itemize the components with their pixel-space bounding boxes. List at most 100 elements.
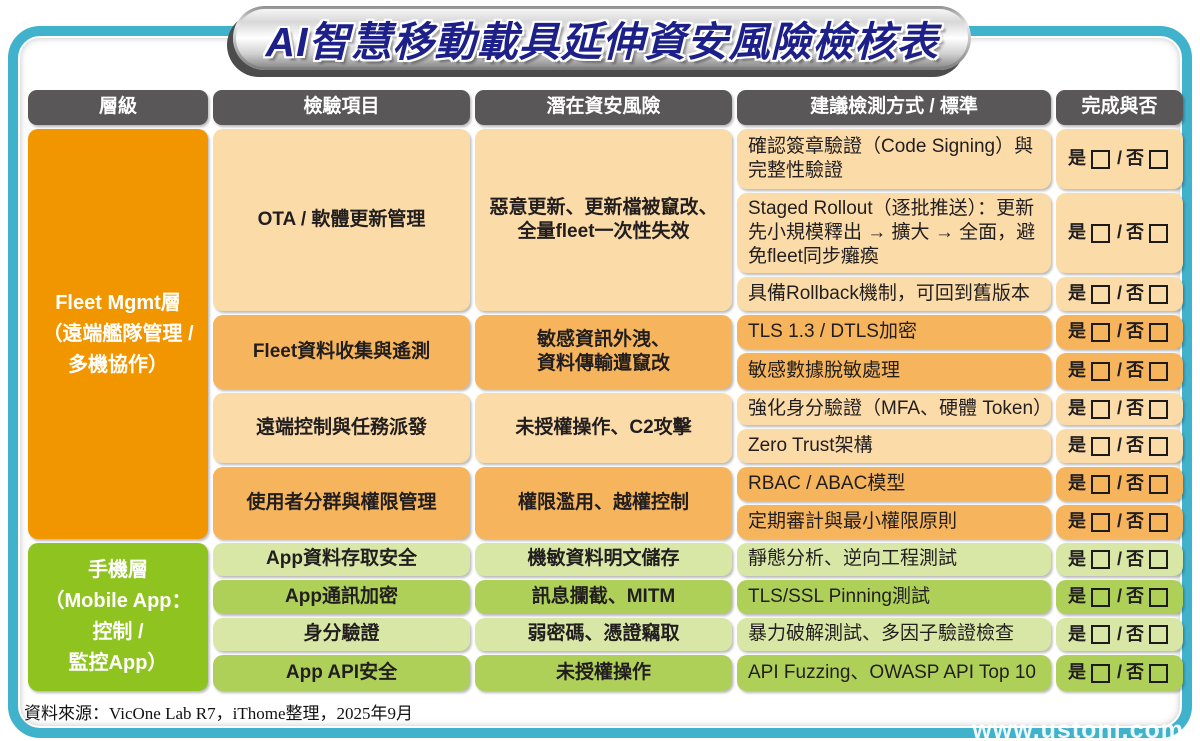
no-label: 否 [1126, 398, 1144, 419]
method-audit-least-privilege: 定期審計與最小權限原則 [737, 505, 1051, 539]
done-cell: 是 / 否 [1056, 129, 1183, 189]
separator: / [1116, 360, 1122, 381]
separator: / [1116, 662, 1122, 683]
no-checkbox[interactable] [1149, 663, 1168, 683]
done-cell: 是 / 否 [1056, 580, 1183, 614]
yes-label: 是 [1067, 473, 1086, 494]
item-identity-verification: 身分驗證 [213, 618, 470, 651]
col-header-risk: 潛在資安風險 [475, 90, 732, 125]
no-checkbox[interactable] [1149, 436, 1168, 456]
no-label: 否 [1126, 511, 1144, 532]
done-cell: 是 / 否 [1056, 393, 1183, 425]
risk-mitm: 訊息攔截、MITM [475, 580, 732, 614]
yes-label: 是 [1067, 398, 1086, 419]
page-title: AI智慧移動載具延伸資安風險檢核表 [265, 19, 939, 65]
done-cell: 是 / 否 [1056, 467, 1183, 501]
separator: / [1116, 548, 1122, 569]
no-label: 否 [1126, 283, 1144, 304]
yes-checkbox[interactable] [1090, 550, 1110, 569]
yes-checkbox[interactable] [1090, 663, 1110, 683]
watermark: www.ustoni.com [972, 716, 1184, 741]
done-cell: 是 / 否 [1056, 543, 1183, 576]
yes-label: 是 [1067, 435, 1086, 456]
yes-checkbox[interactable] [1090, 587, 1110, 607]
method-code-signing: 確認簽章驗證（Code Signing）與完整性驗證 [737, 129, 1051, 189]
item-app-data-access: App資料存取安全 [213, 543, 470, 576]
method-brute-force-test: 暴力破解測試、多因子驗證檢查 [737, 618, 1051, 651]
no-checkbox[interactable] [1149, 587, 1168, 607]
no-checkbox[interactable] [1149, 149, 1168, 169]
risk-plaintext-storage: 機敏資料明文儲存 [475, 543, 732, 576]
yes-checkbox[interactable] [1090, 322, 1110, 342]
no-checkbox[interactable] [1149, 322, 1168, 342]
yes-checkbox[interactable] [1090, 399, 1110, 419]
risk-unauthorized-c2: 未授權操作、C2攻擊 [475, 393, 732, 463]
no-checkbox[interactable] [1149, 550, 1168, 569]
done-cell: 是 / 否 [1056, 315, 1183, 349]
separator: / [1116, 283, 1122, 304]
checklist-table: 層級 檢驗項目 潛在資安風險 建議檢測方式 / 標準 完成與否 Fleet Mg… [28, 90, 1183, 691]
no-label: 否 [1126, 548, 1144, 569]
risk-malicious-update: 惡意更新、更新檔被竄改、 全量fleet一次性失效 [475, 129, 732, 311]
yes-checkbox[interactable] [1090, 223, 1110, 243]
yes-checkbox[interactable] [1090, 284, 1110, 304]
separator: / [1116, 222, 1122, 243]
title-banner-inner: AI智慧移動載具延伸資安風險檢核表 [236, 9, 968, 67]
separator: / [1116, 435, 1122, 456]
item-app-comm-encryption: App通訊加密 [213, 580, 470, 614]
method-api-fuzzing: API Fuzzing、OWASP API Top 10 [737, 655, 1051, 691]
risk-privilege-abuse: 權限濫用、越權控制 [475, 467, 732, 539]
item-ota-update: OTA / 軟體更新管理 [213, 129, 470, 311]
method-mfa-token: 強化身分驗證（MFA、硬體 Token） [737, 393, 1052, 425]
yes-label: 是 [1067, 222, 1086, 243]
yes-checkbox[interactable] [1090, 474, 1110, 494]
no-checkbox[interactable] [1149, 361, 1168, 381]
no-checkbox[interactable] [1149, 399, 1168, 419]
method-data-masking: 敏感數據脫敏處理 [737, 353, 1051, 389]
no-label: 否 [1126, 148, 1144, 169]
risk-weak-password: 弱密碼、憑證竊取 [475, 618, 732, 651]
no-checkbox[interactable] [1149, 512, 1168, 532]
no-checkbox[interactable] [1149, 223, 1168, 243]
source-note: 資料來源：VicOne Lab R7，iThome整理，2025年9月 [24, 704, 413, 723]
col-header-method: 建議檢測方式 / 標準 [737, 90, 1051, 125]
yes-checkbox[interactable] [1090, 436, 1110, 456]
done-cell: 是 / 否 [1056, 277, 1183, 311]
separator: / [1116, 511, 1122, 532]
no-label: 否 [1126, 586, 1144, 607]
no-label: 否 [1126, 623, 1144, 644]
yes-checkbox[interactable] [1090, 149, 1110, 169]
yes-checkbox[interactable] [1090, 625, 1110, 644]
method-rbac-abac: RBAC / ABAC模型 [737, 467, 1051, 501]
no-checkbox[interactable] [1149, 284, 1168, 304]
method-staged-rollout: Staged Rollout（逐批推送）：更新先小規模釋出 → 擴大 → 全面，… [737, 193, 1051, 273]
done-cell: 是 / 否 [1056, 193, 1183, 273]
no-checkbox[interactable] [1149, 625, 1168, 644]
title-banner: AI智慧移動載具延伸資安風險檢核表 [233, 6, 971, 70]
separator: / [1116, 623, 1122, 644]
done-cell: 是 / 否 [1056, 429, 1183, 463]
separator: / [1116, 148, 1122, 169]
separator: / [1116, 321, 1122, 342]
item-user-permission: 使用者分群與權限管理 [213, 467, 470, 539]
yes-checkbox[interactable] [1090, 361, 1110, 381]
risk-unauthorized-op: 未授權操作 [475, 655, 732, 691]
yes-checkbox[interactable] [1090, 512, 1110, 532]
method-static-analysis: 靜態分析、逆向工程測試 [737, 543, 1051, 576]
done-cell: 是 / 否 [1056, 618, 1183, 651]
method-ssl-pinning: TLS/SSL Pinning測試 [737, 580, 1051, 614]
yes-label: 是 [1067, 586, 1086, 607]
col-header-item: 檢驗項目 [213, 90, 470, 125]
yes-label: 是 [1067, 548, 1086, 569]
separator: / [1116, 586, 1122, 607]
yes-label: 是 [1067, 623, 1086, 644]
method-tls-dtls: TLS 1.3 / DTLS加密 [737, 315, 1051, 349]
no-label: 否 [1126, 222, 1144, 243]
done-cell: 是 / 否 [1056, 353, 1183, 389]
no-label: 否 [1126, 360, 1144, 381]
risk-data-leak: 敏感資訊外洩、 資料傳輸遭竄改 [475, 315, 732, 389]
yes-label: 是 [1067, 148, 1086, 169]
item-app-api-security: App API安全 [213, 655, 470, 691]
no-checkbox[interactable] [1149, 474, 1168, 494]
